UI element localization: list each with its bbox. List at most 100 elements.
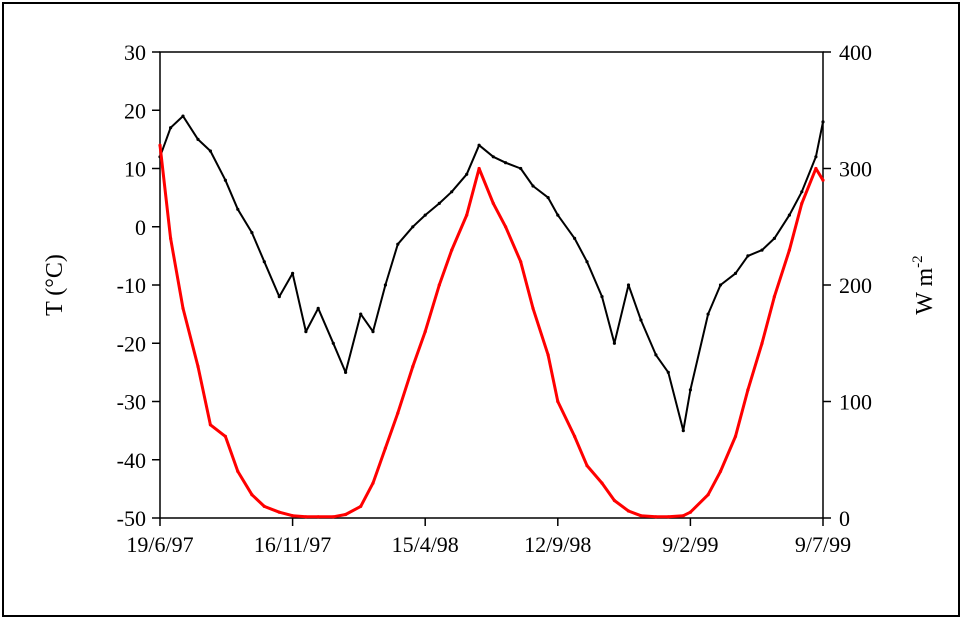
data-point bbox=[208, 149, 212, 153]
y-left-tick-label: 0 bbox=[135, 215, 146, 240]
data-point bbox=[546, 353, 550, 357]
data-point bbox=[291, 271, 295, 275]
y-left-tick-label: -20 bbox=[117, 331, 146, 356]
data-point bbox=[681, 514, 685, 518]
data-point bbox=[504, 161, 508, 165]
data-point bbox=[423, 330, 427, 334]
data-point bbox=[491, 201, 495, 205]
data-point bbox=[465, 172, 469, 176]
y-axis-right-label: W m-2 bbox=[910, 255, 938, 314]
data-point bbox=[706, 493, 710, 497]
y-left-tick-label: 20 bbox=[124, 98, 146, 123]
y-right-tick-label: 200 bbox=[839, 273, 872, 298]
data-point bbox=[573, 236, 577, 240]
data-point bbox=[396, 242, 400, 246]
data-point bbox=[746, 254, 750, 258]
x-tick-label: 9/7/99 bbox=[795, 532, 851, 557]
data-point bbox=[639, 514, 643, 518]
data-point bbox=[196, 364, 200, 369]
data-point bbox=[250, 493, 254, 497]
data-point bbox=[236, 469, 240, 473]
data-point bbox=[437, 201, 441, 205]
data-point bbox=[411, 364, 415, 369]
data-point bbox=[612, 341, 617, 345]
y-right-tick-label: 0 bbox=[839, 506, 850, 531]
data-point bbox=[814, 166, 818, 171]
y-right-tick-label: 300 bbox=[839, 157, 872, 182]
data-point bbox=[585, 260, 589, 264]
data-point bbox=[411, 225, 415, 229]
y-left-tick-label: -40 bbox=[117, 448, 146, 473]
y-left-tick-label: 30 bbox=[124, 40, 146, 65]
data-point bbox=[371, 481, 375, 485]
data-point bbox=[277, 510, 281, 514]
data-point bbox=[477, 143, 481, 147]
data-point bbox=[437, 283, 441, 287]
data-point bbox=[681, 429, 685, 433]
y-left-tick-label: -10 bbox=[117, 273, 146, 298]
data-point bbox=[477, 166, 481, 171]
data-point bbox=[639, 318, 643, 322]
data-point bbox=[344, 370, 348, 374]
data-point bbox=[491, 155, 495, 159]
data-point bbox=[262, 504, 266, 508]
y-right-tick-label: 400 bbox=[839, 40, 872, 65]
data-point bbox=[196, 137, 200, 141]
data-point bbox=[383, 446, 387, 450]
data-point bbox=[344, 512, 348, 517]
data-point bbox=[208, 423, 212, 427]
data-point bbox=[626, 283, 631, 287]
data-point bbox=[181, 306, 185, 310]
series-layer bbox=[158, 114, 825, 519]
data-point bbox=[316, 306, 320, 310]
data-point bbox=[600, 481, 604, 485]
y-left-tick-label: 10 bbox=[124, 157, 146, 182]
data-point bbox=[359, 312, 363, 316]
data-point bbox=[626, 509, 631, 513]
data-point bbox=[556, 213, 560, 217]
data-point bbox=[519, 260, 523, 264]
data-point bbox=[746, 388, 750, 392]
data-point bbox=[331, 515, 335, 519]
y-axis-left: 30 20 10 0 -10 -20 -30 -40 -50 bbox=[117, 40, 160, 531]
data-point bbox=[688, 388, 693, 392]
data-point bbox=[450, 190, 454, 194]
data-point bbox=[556, 399, 560, 404]
x-tick-label: 19/6/97 bbox=[126, 532, 193, 557]
y-axis-right: 400 300 200 100 0 bbox=[823, 40, 872, 531]
data-point bbox=[814, 155, 818, 159]
data-point bbox=[573, 434, 577, 438]
data-point bbox=[666, 370, 670, 374]
data-point bbox=[423, 213, 427, 217]
data-point bbox=[223, 178, 227, 182]
data-point bbox=[262, 260, 266, 264]
y-left-tick-label: -50 bbox=[117, 506, 146, 531]
plot-area bbox=[159, 51, 824, 519]
data-point bbox=[718, 469, 723, 473]
y-left-tick-label: -30 bbox=[117, 390, 146, 415]
y-axis-left-label: T (°C) bbox=[42, 254, 68, 316]
data-point bbox=[304, 515, 308, 519]
data-point bbox=[277, 295, 281, 299]
y-right-tick-label: 100 bbox=[839, 390, 872, 415]
data-point bbox=[236, 207, 240, 211]
data-point bbox=[291, 514, 295, 518]
data-point bbox=[666, 515, 670, 519]
data-point bbox=[800, 201, 804, 205]
x-tick-label: 16/11/97 bbox=[254, 532, 331, 557]
data-point bbox=[331, 341, 335, 345]
data-point bbox=[181, 114, 185, 118]
data-point bbox=[760, 341, 764, 345]
data-point bbox=[158, 143, 162, 147]
data-point bbox=[519, 166, 523, 171]
data-point bbox=[787, 213, 792, 217]
data-point bbox=[733, 434, 738, 438]
data-point bbox=[359, 504, 363, 508]
data-point bbox=[772, 236, 777, 240]
data-point bbox=[688, 510, 693, 514]
data-point bbox=[600, 295, 604, 299]
data-point bbox=[531, 184, 535, 188]
x-tick-label: 9/2/99 bbox=[662, 532, 718, 557]
